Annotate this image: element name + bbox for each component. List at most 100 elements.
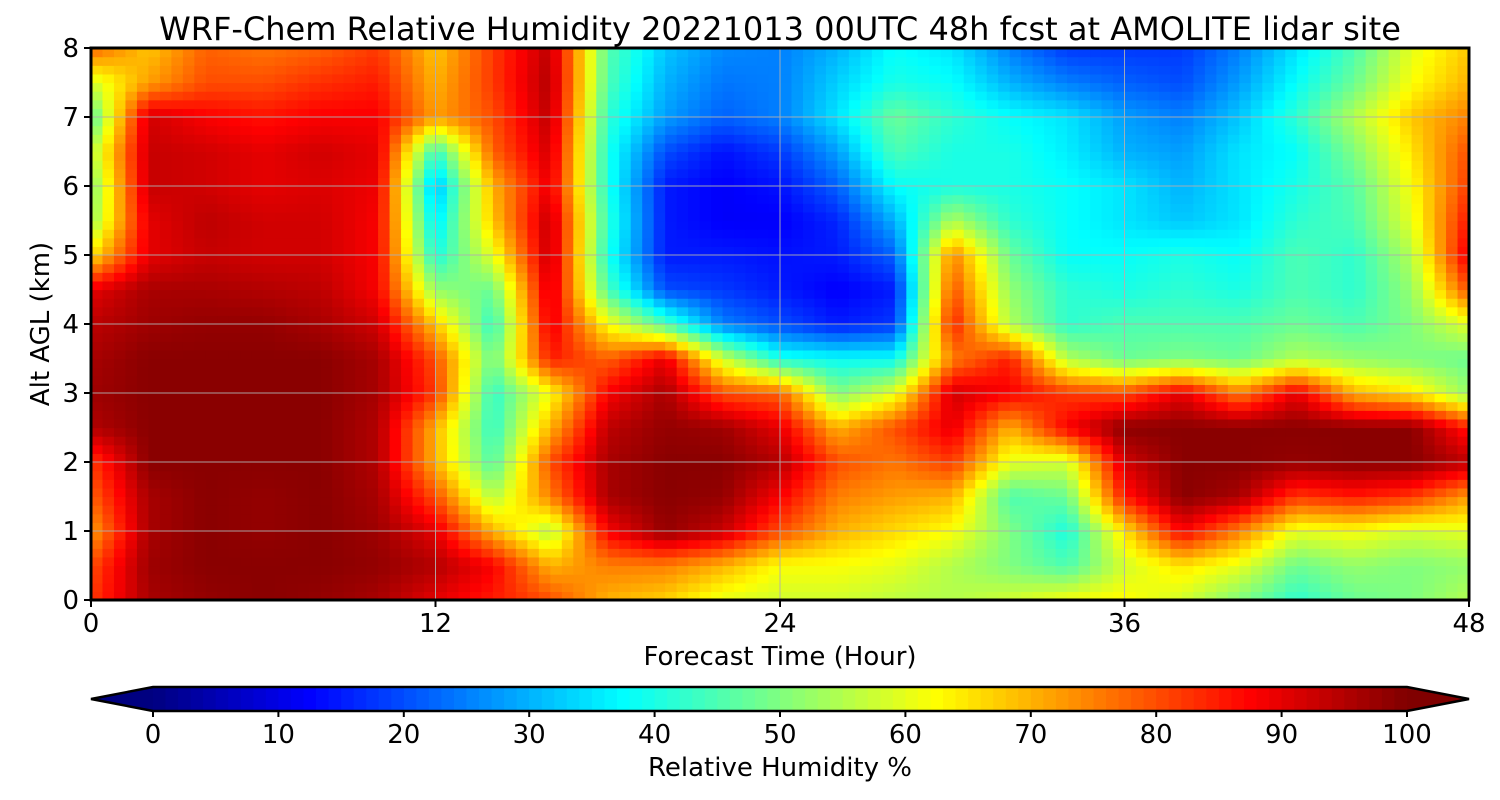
heatmap-cell — [1411, 522, 1424, 532]
heatmap-cell — [642, 556, 655, 567]
heatmap-cell — [251, 462, 264, 472]
heatmap-cell — [1331, 522, 1344, 532]
heatmap-cell — [1388, 375, 1401, 385]
heatmap-cell — [159, 410, 172, 420]
heatmap-cell — [182, 462, 195, 472]
heatmap-cell — [182, 393, 195, 403]
heatmap-cell — [780, 548, 793, 558]
heatmap-cell — [745, 298, 758, 308]
heatmap-cell — [1067, 367, 1080, 377]
heatmap-cell — [1262, 289, 1275, 299]
heatmap-cell — [504, 539, 517, 549]
heatmap-cell — [1308, 444, 1321, 454]
heatmap-cell — [1262, 410, 1275, 420]
heatmap-cell — [917, 315, 930, 325]
heatmap-cell — [251, 556, 264, 567]
heatmap-cell — [1044, 298, 1057, 308]
heatmap-cell — [412, 453, 425, 463]
heatmap-cell — [194, 324, 207, 334]
heatmap-cell — [940, 375, 953, 385]
heatmap-cell — [596, 306, 609, 316]
heatmap-cell — [136, 280, 150, 291]
heatmap-cell — [1434, 255, 1447, 265]
heatmap-cell — [435, 427, 448, 437]
heatmap-cell — [584, 462, 597, 472]
heatmap-cell — [1147, 349, 1160, 360]
heatmap-cell — [1147, 565, 1160, 575]
heatmap-cell — [1009, 315, 1022, 325]
heatmap-cell — [1285, 479, 1298, 489]
heatmap-cell — [102, 375, 115, 385]
heatmap-cell — [1457, 505, 1469, 515]
heatmap-cell — [1204, 306, 1217, 316]
heatmap-cell — [389, 453, 402, 463]
heatmap-cell — [871, 410, 884, 420]
heatmap-cell — [1170, 410, 1183, 420]
heatmap-cell — [1009, 462, 1022, 472]
heatmap-cell — [584, 255, 597, 265]
heatmap-cell — [481, 263, 494, 273]
heatmap-cell — [515, 332, 528, 342]
heatmap-cell — [515, 324, 528, 334]
heatmap-cell — [1044, 341, 1057, 351]
heatmap-cell — [113, 332, 127, 342]
heatmap-cell — [1457, 582, 1469, 592]
heatmap-cell — [159, 384, 172, 394]
heatmap-cell — [1181, 298, 1194, 308]
heatmap-cell — [355, 505, 368, 515]
heatmap-cell — [1170, 487, 1183, 498]
heatmap-cell — [389, 341, 402, 351]
heatmap-cell — [286, 341, 299, 351]
heatmap-cell — [504, 462, 517, 472]
heatmap-cell — [1055, 436, 1068, 446]
heatmap-cell — [986, 462, 999, 472]
heatmap-cell — [676, 496, 689, 506]
heatmap-cell — [1170, 324, 1183, 334]
heatmap-cell — [274, 513, 287, 523]
heatmap-cell — [1354, 298, 1367, 308]
heatmap-cell — [722, 349, 735, 360]
heatmap-cell — [630, 539, 643, 549]
heatmap-cell — [424, 324, 437, 334]
heatmap-cell — [837, 522, 850, 532]
heatmap-cell — [1227, 298, 1240, 308]
heatmap-cell — [1388, 418, 1401, 429]
heatmap-cell — [412, 556, 425, 567]
heatmap-cell — [1021, 263, 1034, 273]
heatmap-cell — [929, 349, 942, 360]
heatmap-cell — [722, 574, 735, 584]
heatmap-cell — [550, 341, 563, 351]
heatmap-cell — [780, 255, 793, 265]
heatmap-cell — [952, 332, 965, 342]
heatmap-cell — [159, 522, 172, 532]
heatmap-cell — [1193, 289, 1206, 299]
heatmap-cell — [550, 272, 563, 282]
heatmap-cell — [676, 384, 689, 394]
heatmap-cell — [791, 280, 804, 291]
heatmap-cell — [435, 349, 448, 360]
heatmap-cell — [389, 289, 402, 299]
heatmap-cell — [1193, 513, 1206, 523]
heatmap-cell — [688, 574, 701, 584]
heatmap-cell — [791, 556, 804, 567]
heatmap-cell — [1055, 462, 1068, 472]
heatmap-cell — [768, 315, 781, 325]
heatmap-cell — [435, 289, 448, 299]
heatmap-cell — [343, 556, 356, 567]
heatmap-cell — [91, 487, 104, 498]
heatmap-cell — [906, 401, 919, 411]
heatmap-cell — [1227, 487, 1240, 498]
heatmap-cell — [297, 272, 310, 282]
heatmap-cell — [607, 393, 620, 403]
heatmap-cell — [446, 470, 460, 480]
heatmap-cell — [1434, 513, 1447, 523]
heatmap-cell — [1227, 436, 1240, 446]
heatmap-cell — [940, 487, 953, 498]
heatmap-cell — [469, 436, 483, 446]
heatmap-cell — [1204, 375, 1217, 385]
heatmap-cell — [1250, 315, 1263, 325]
heatmap-cell — [504, 436, 517, 446]
heatmap-cell — [630, 453, 643, 463]
heatmap-cell — [515, 418, 528, 429]
heatmap-cell — [1204, 384, 1217, 394]
